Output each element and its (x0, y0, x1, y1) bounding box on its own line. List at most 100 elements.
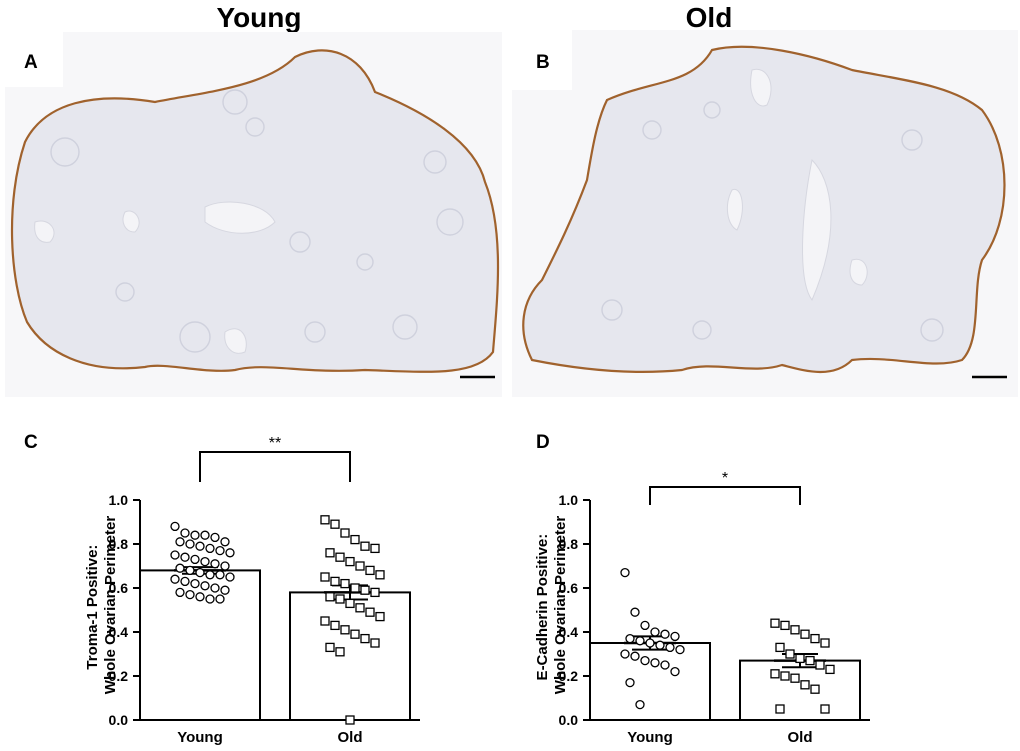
data-point (370, 587, 380, 598)
column-title-old: Old (685, 2, 733, 33)
data-point (330, 620, 340, 631)
data-point (805, 655, 815, 666)
data-point (665, 642, 675, 653)
data-point (775, 704, 785, 714)
bar-chart-ecadherin: E-Cadherin Positive: Whole Ovarian Perim… (534, 470, 870, 746)
y-tick-label: 0.8 (559, 536, 579, 552)
x-tick-label: Old (338, 729, 363, 746)
data-point (640, 620, 650, 631)
data-point (655, 640, 665, 650)
data-point (340, 578, 350, 589)
y-axis-label: Troma-1 Positive: Whole Ovarian Perimete… (84, 516, 119, 695)
data-point (320, 572, 330, 582)
y-axis-label-line1: Troma-1 Positive: (84, 545, 101, 670)
data-point (195, 541, 205, 551)
data-point (335, 594, 345, 604)
bar-old (289, 591, 411, 721)
data-point (780, 620, 790, 631)
data-point (325, 548, 335, 558)
data-point (190, 554, 200, 565)
data-point (640, 655, 650, 666)
data-point (630, 651, 640, 661)
data-point (770, 618, 780, 628)
y-tick-label: 1.0 (559, 492, 579, 508)
data-point (340, 528, 350, 538)
data-point (820, 638, 830, 648)
micrograph-young-ovary (5, 32, 502, 397)
data-point (340, 625, 350, 635)
x-tick-label: Old (788, 729, 813, 746)
data-point (205, 594, 215, 604)
data-point (345, 715, 355, 725)
data-point (350, 629, 360, 639)
data-point (220, 561, 230, 571)
significance-label: * (722, 470, 728, 487)
data-point (780, 671, 790, 681)
data-point (215, 594, 225, 604)
data-point (200, 581, 210, 591)
y-tick-label: 0.6 (109, 580, 129, 596)
data-point (650, 658, 660, 668)
data-point (660, 629, 670, 639)
data-point (210, 583, 220, 593)
y-axis-label-line2: Whole Ovarian Perimeter (102, 516, 119, 695)
data-point (630, 607, 640, 617)
data-point (670, 666, 680, 677)
data-point (350, 583, 360, 593)
data-point (320, 616, 330, 626)
data-point (170, 574, 180, 584)
data-point (800, 629, 810, 639)
data-point (185, 589, 195, 600)
data-point (185, 539, 195, 549)
data-point (180, 576, 190, 587)
data-point (370, 638, 380, 648)
data-point (625, 633, 635, 644)
data-point (810, 633, 820, 644)
data-point (820, 704, 830, 714)
data-point (790, 673, 800, 683)
y-tick-label: 0.2 (109, 668, 129, 684)
bar-old (739, 659, 861, 722)
data-point (365, 607, 375, 617)
data-point (170, 521, 180, 532)
data-point (180, 528, 190, 538)
data-point (625, 677, 635, 688)
data-point (330, 519, 340, 529)
y-tick-label: 0.4 (109, 624, 129, 640)
data-point (220, 585, 230, 595)
data-point (815, 660, 825, 670)
data-point (200, 556, 210, 567)
y-tick-label: 0.0 (109, 712, 129, 728)
data-point (650, 627, 660, 637)
panel-label-d: D (536, 432, 550, 453)
data-point (810, 684, 820, 694)
data-point (225, 548, 235, 558)
data-point (345, 556, 355, 567)
y-axis-label-line2: Whole Ovarian Perimeter (552, 516, 569, 695)
data-point (215, 570, 225, 580)
data-point (205, 570, 215, 580)
data-point (345, 598, 355, 609)
data-point (825, 664, 835, 675)
data-point (320, 515, 330, 525)
y-tick-label: 0.4 (559, 624, 579, 640)
data-point (195, 567, 205, 578)
y-axis-label: E-Cadherin Positive: Whole Ovarian Perim… (534, 516, 569, 695)
significance-label: ** (269, 435, 281, 452)
micrograph-young-svg (5, 32, 502, 397)
data-point (225, 572, 235, 582)
significance-bracket (649, 486, 801, 505)
data-point (645, 638, 655, 648)
panel-label-b: B (536, 52, 550, 73)
data-point (670, 631, 680, 642)
data-point (210, 532, 220, 543)
data-point (800, 680, 810, 690)
data-point (200, 530, 210, 540)
micrograph-old-svg (512, 30, 1018, 397)
bar-young (589, 642, 711, 721)
data-point (375, 611, 385, 622)
data-point (195, 592, 205, 602)
y-axis-label-line1: E-Cadherin Positive: (534, 534, 551, 681)
data-point (220, 537, 230, 547)
column-title-young: Young (216, 2, 302, 33)
